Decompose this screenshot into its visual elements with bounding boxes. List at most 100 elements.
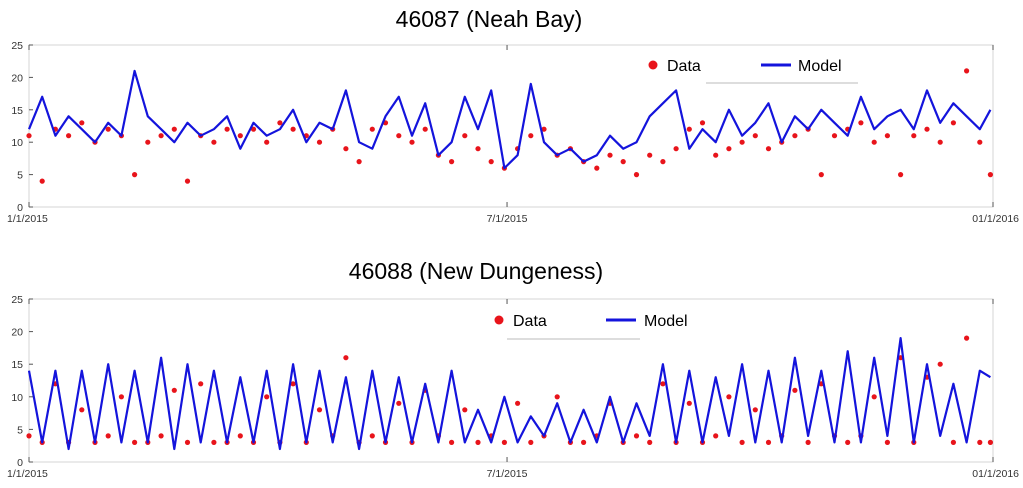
data-point bbox=[937, 139, 943, 145]
data-point bbox=[752, 133, 758, 139]
legend: Data Model bbox=[494, 313, 688, 340]
data-point bbox=[977, 439, 983, 445]
data-point bbox=[396, 133, 402, 139]
chart-panel-new-dungeness: 46088 (New Dungeness) 0 5 10 15 20 25 1/1/2015 7… bbox=[7, 258, 1019, 480]
data-point bbox=[369, 126, 375, 132]
data-point bbox=[911, 133, 917, 139]
data-point bbox=[449, 439, 455, 445]
data-point bbox=[765, 146, 772, 152]
data-point bbox=[105, 433, 111, 439]
data-point bbox=[884, 439, 891, 445]
y-tick-label: 10 bbox=[11, 392, 23, 404]
y-tick-label: 15 bbox=[11, 105, 23, 117]
data-point bbox=[264, 139, 270, 145]
data-point bbox=[987, 439, 994, 445]
data-point bbox=[607, 152, 613, 158]
data-point bbox=[713, 152, 719, 158]
chart-panel-neah-bay: 46087 (Neah Bay) 0 5 10 15 20 25 1/1/2015 7/1/20… bbox=[7, 6, 1019, 225]
legend-label-data: Data bbox=[667, 58, 701, 75]
data-point bbox=[699, 120, 706, 126]
y-tick-label: 25 bbox=[11, 294, 23, 306]
data-point bbox=[515, 400, 521, 406]
legend: Data Model bbox=[648, 58, 858, 84]
data-point bbox=[633, 172, 640, 178]
data-point bbox=[686, 126, 692, 132]
data-point bbox=[528, 133, 534, 139]
data-point bbox=[964, 335, 970, 341]
data-point bbox=[184, 439, 191, 445]
y-tick-label: 20 bbox=[11, 327, 23, 339]
data-point bbox=[171, 387, 177, 393]
data-point bbox=[726, 146, 732, 152]
data-point bbox=[79, 407, 85, 413]
legend-label-data: Data bbox=[513, 313, 547, 330]
x-tick-label: 7/1/2015 bbox=[487, 468, 528, 480]
data-point bbox=[541, 126, 547, 132]
y-tick-label: 15 bbox=[11, 359, 23, 371]
data-point bbox=[818, 172, 824, 178]
model-line bbox=[27, 69, 992, 170]
data-point bbox=[277, 120, 283, 126]
data-point bbox=[145, 139, 151, 145]
data-point bbox=[831, 133, 838, 139]
data-point bbox=[488, 159, 494, 165]
series-data-markers bbox=[26, 68, 994, 184]
data-point bbox=[26, 133, 32, 139]
data-point bbox=[660, 381, 666, 387]
data-point bbox=[845, 439, 851, 445]
data-point bbox=[66, 133, 72, 139]
data-point bbox=[898, 172, 904, 178]
data-point bbox=[422, 126, 428, 132]
data-point bbox=[26, 433, 32, 439]
data-point bbox=[924, 126, 930, 132]
data-point bbox=[950, 439, 957, 445]
y-tick-label: 20 bbox=[11, 72, 23, 84]
data-point bbox=[633, 433, 640, 439]
data-point bbox=[950, 120, 957, 126]
data-point bbox=[396, 400, 402, 406]
model-line bbox=[27, 337, 991, 451]
y-tick-label: 25 bbox=[11, 40, 23, 52]
data-point bbox=[264, 394, 270, 400]
data-point bbox=[884, 133, 891, 139]
legend-label-model: Model bbox=[644, 313, 688, 330]
data-point bbox=[184, 178, 191, 184]
data-point bbox=[871, 139, 877, 145]
data-point bbox=[211, 439, 217, 445]
x-tick-label: 1/1/2015 bbox=[7, 213, 48, 225]
data-point bbox=[792, 133, 798, 139]
data-point bbox=[713, 433, 719, 439]
y-tick-label: 10 bbox=[11, 137, 23, 149]
data-point bbox=[977, 139, 983, 145]
data-point bbox=[660, 159, 666, 165]
x-tick-label: 01/1/2016 bbox=[972, 468, 1019, 480]
legend-label-model: Model bbox=[798, 58, 842, 75]
data-point bbox=[158, 133, 164, 139]
data-point bbox=[369, 433, 375, 439]
data-point bbox=[765, 439, 772, 445]
y-tick-label: 5 bbox=[17, 170, 23, 182]
data-point bbox=[290, 126, 296, 132]
data-point bbox=[343, 355, 349, 361]
data-point bbox=[118, 394, 124, 400]
data-point bbox=[726, 394, 732, 400]
data-point bbox=[449, 159, 455, 165]
data-point bbox=[475, 146, 481, 152]
data-point bbox=[987, 172, 994, 178]
data-point bbox=[343, 146, 349, 152]
chart-title: 46088 (New Dungeness) bbox=[349, 258, 603, 284]
y-tick-label: 0 bbox=[17, 202, 23, 214]
data-point bbox=[462, 407, 468, 413]
data-point bbox=[356, 159, 362, 165]
y-tick-label: 0 bbox=[17, 457, 23, 469]
data-point bbox=[158, 433, 164, 439]
data-point bbox=[132, 439, 138, 445]
data-point bbox=[937, 361, 943, 367]
data-point bbox=[132, 172, 138, 178]
data-point bbox=[739, 139, 745, 145]
data-point bbox=[475, 439, 481, 445]
x-tick-label: 7/1/2015 bbox=[487, 213, 528, 225]
data-point bbox=[858, 120, 864, 126]
data-point bbox=[554, 394, 560, 400]
x-tick-label: 1/1/2015 bbox=[7, 468, 48, 480]
